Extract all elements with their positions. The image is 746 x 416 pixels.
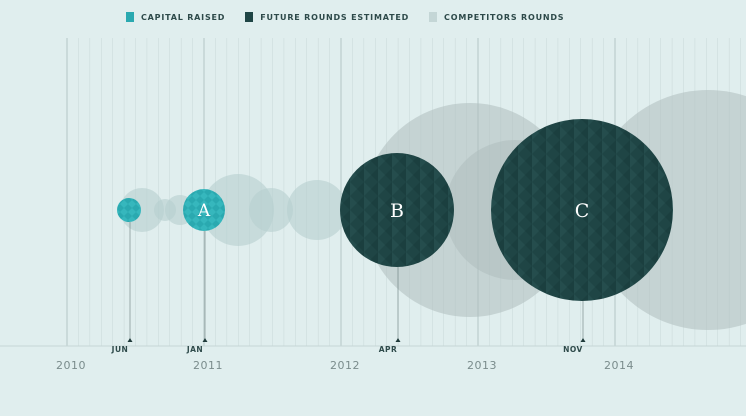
round-bubble xyxy=(183,189,225,231)
year-label: 2014 xyxy=(604,359,634,372)
round-letter: C xyxy=(575,200,590,222)
round-month-label: JUN xyxy=(111,345,129,354)
legend-swatch-future-rounds xyxy=(245,12,254,22)
legend: CAPITAL RAISED FUTURE ROUNDS ESTIMATED C… xyxy=(126,12,564,22)
round-month-label: APR xyxy=(379,345,398,354)
competitor-round-bubble xyxy=(249,188,293,232)
legend-swatch-competitors-rounds xyxy=(429,12,438,22)
round-bubble xyxy=(491,119,673,301)
competitor-round-bubble xyxy=(202,174,274,246)
year-label: 2010 xyxy=(56,359,86,372)
year-label: 2013 xyxy=(467,359,497,372)
legend-swatch-capital-raised xyxy=(126,12,134,22)
round-month-label: JAN xyxy=(186,345,203,354)
round-letter: A xyxy=(197,201,211,221)
round-bubble xyxy=(117,198,141,222)
round-tick xyxy=(127,338,133,342)
year-label: 2012 xyxy=(330,359,360,372)
year-label: 2011 xyxy=(193,359,223,372)
legend-label-capital-raised: CAPITAL RAISED xyxy=(141,12,226,22)
legend-item-competitors-rounds[interactable]: COMPETITORS ROUNDS xyxy=(429,12,564,22)
legend-item-capital-raised[interactable]: CAPITAL RAISED xyxy=(126,12,225,22)
round-month-label: NOV xyxy=(563,345,583,354)
competitor-round-bubble xyxy=(287,180,347,240)
round-letter: B xyxy=(390,200,404,222)
round-tick xyxy=(580,338,586,342)
timeline-axis: 2010 2011 2012 2013 2014 JUN JAN APR NOV xyxy=(56,222,634,372)
round-bubbles: A B C xyxy=(117,90,746,330)
legend-label-future-rounds: FUTURE ROUNDS ESTIMATED xyxy=(260,12,410,22)
round-bubble xyxy=(340,153,454,267)
legend-label-competitors-rounds: COMPETITORS ROUNDS xyxy=(444,12,565,22)
round-tick xyxy=(395,338,401,342)
round-tick xyxy=(202,338,208,342)
legend-item-future-rounds[interactable]: FUTURE ROUNDS ESTIMATED xyxy=(245,12,409,22)
